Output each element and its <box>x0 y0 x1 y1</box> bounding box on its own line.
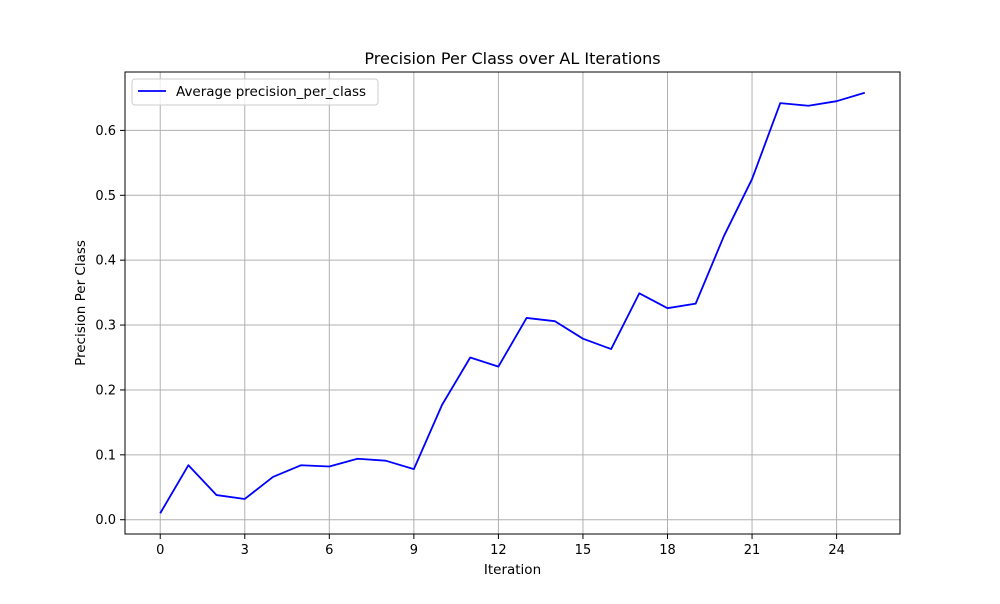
series-layer <box>160 93 865 513</box>
y-tick-label: 0.4 <box>95 254 116 269</box>
x-tick-label: 9 <box>410 543 418 558</box>
x-tick-label: 21 <box>744 543 761 558</box>
x-tick-label: 15 <box>575 543 592 558</box>
series-line <box>160 93 865 513</box>
legend-label: Average precision_per_class <box>176 84 366 100</box>
chart-title: Precision Per Class over AL Iterations <box>364 49 660 68</box>
y-axis-label: Precision Per Class <box>73 240 89 366</box>
x-tick-label: 6 <box>325 543 333 558</box>
plot-frame <box>125 72 900 534</box>
y-tick-label: 0.5 <box>95 189 116 204</box>
y-axis-ticks: 0.0 0.1 0.2 0.3 0.4 0.5 0.6 <box>95 124 125 528</box>
grid <box>125 72 900 534</box>
y-tick-label: 0.3 <box>95 319 116 334</box>
y-tick-label: 0.1 <box>95 448 116 463</box>
y-tick-label: 0.0 <box>95 513 116 528</box>
x-tick-label: 0 <box>156 543 164 558</box>
x-tick-label: 3 <box>241 543 249 558</box>
y-tick-label: 0.6 <box>95 124 116 139</box>
x-tick-label: 24 <box>828 543 845 558</box>
x-axis-ticks: 0 3 6 9 12 15 18 21 24 <box>156 534 845 558</box>
x-axis-label: Iteration <box>484 562 541 578</box>
y-tick-label: 0.2 <box>95 383 116 398</box>
x-tick-label: 12 <box>490 543 507 558</box>
x-tick-label: 18 <box>659 543 676 558</box>
legend: Average precision_per_class <box>132 79 378 105</box>
